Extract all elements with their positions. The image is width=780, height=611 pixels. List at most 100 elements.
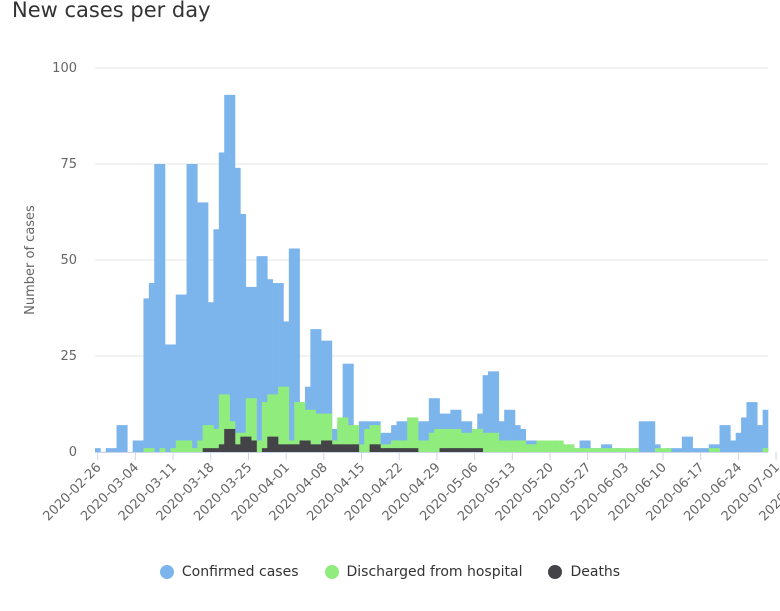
bar-deaths[interactable] <box>342 444 349 452</box>
bar-confirmed[interactable] <box>488 371 494 452</box>
bar-deaths[interactable] <box>283 444 290 452</box>
bar-deaths[interactable] <box>466 448 473 452</box>
bar-discharged[interactable] <box>660 448 667 452</box>
bar-discharged[interactable] <box>396 440 403 452</box>
bar-discharged[interactable] <box>197 440 203 452</box>
bar-deaths[interactable] <box>208 448 214 452</box>
bar-confirmed[interactable] <box>121 425 128 452</box>
bar-discharged[interactable] <box>272 394 279 452</box>
bar-deaths[interactable] <box>455 448 462 452</box>
bar-discharged[interactable] <box>574 448 580 452</box>
bar-deaths[interactable] <box>477 448 483 452</box>
bar-deaths[interactable] <box>229 428 236 452</box>
bar-discharged[interactable] <box>584 448 591 452</box>
legend-item-discharged[interactable]: Discharged from hospital <box>324 564 522 580</box>
bar-deaths[interactable] <box>240 436 247 452</box>
bar-discharged[interactable] <box>369 425 376 452</box>
bar-discharged[interactable] <box>595 448 602 452</box>
bar-confirmed[interactable] <box>757 425 763 452</box>
bar-deaths[interactable] <box>444 448 451 452</box>
bar-discharged[interactable] <box>611 448 618 452</box>
bar-confirmed[interactable] <box>676 448 683 452</box>
bar-discharged[interactable] <box>374 425 381 452</box>
bar-deaths[interactable] <box>294 444 300 452</box>
bar-discharged[interactable] <box>536 440 543 452</box>
bar-discharged[interactable] <box>401 440 408 452</box>
bar-confirmed[interactable] <box>751 402 758 452</box>
bar-discharged[interactable] <box>444 428 451 452</box>
bar-discharged[interactable] <box>337 417 343 452</box>
bar-confirmed[interactable] <box>267 279 273 452</box>
bar-deaths[interactable] <box>439 448 446 452</box>
bar-deaths[interactable] <box>202 448 209 452</box>
bar-deaths[interactable] <box>218 444 225 452</box>
bar-confirmed[interactable] <box>132 440 139 452</box>
bar-confirmed[interactable] <box>181 294 187 452</box>
bar-discharged[interactable] <box>267 394 273 452</box>
bar-discharged[interactable] <box>256 440 263 452</box>
bar-confirmed[interactable] <box>741 417 747 452</box>
bar-deaths[interactable] <box>385 448 392 452</box>
bar-deaths[interactable] <box>391 448 397 452</box>
bar-deaths[interactable] <box>261 448 268 452</box>
bar-discharged[interactable] <box>558 440 564 452</box>
bar-confirmed[interactable] <box>164 344 171 452</box>
bar-deaths[interactable] <box>450 448 457 452</box>
bar-confirmed[interactable] <box>724 425 731 452</box>
bar-discharged[interactable] <box>391 440 397 452</box>
bar-discharged[interactable] <box>622 448 629 452</box>
bar-discharged[interactable] <box>504 440 510 452</box>
legend-item-deaths[interactable]: Deaths <box>548 564 620 580</box>
bar-discharged[interactable] <box>278 386 284 452</box>
bar-discharged[interactable] <box>568 444 575 452</box>
bar-discharged[interactable] <box>412 417 419 452</box>
bar-discharged[interactable] <box>261 402 268 452</box>
bar-confirmed[interactable] <box>681 436 688 452</box>
bar-discharged[interactable] <box>628 448 634 452</box>
bar-confirmed[interactable] <box>170 344 177 452</box>
bar-discharged[interactable] <box>471 428 478 452</box>
bar-deaths[interactable] <box>348 444 354 452</box>
bar-discharged[interactable] <box>245 398 252 452</box>
bar-discharged[interactable] <box>294 402 300 452</box>
bar-confirmed[interactable] <box>649 421 656 452</box>
bar-deaths[interactable] <box>278 444 284 452</box>
bar-confirmed[interactable] <box>234 167 241 452</box>
bar-deaths[interactable] <box>369 444 376 452</box>
bar-confirmed[interactable] <box>294 248 300 452</box>
bar-deaths[interactable] <box>326 440 333 452</box>
bar-discharged[interactable] <box>218 394 225 452</box>
bar-discharged[interactable] <box>148 448 155 452</box>
bar-deaths[interactable] <box>401 448 408 452</box>
bar-confirmed[interactable] <box>331 428 338 452</box>
bar-deaths[interactable] <box>471 448 478 452</box>
bar-deaths[interactable] <box>337 444 343 452</box>
bar-deaths[interactable] <box>374 444 381 452</box>
bar-confirmed[interactable] <box>310 329 317 452</box>
bar-confirmed[interactable] <box>278 283 284 452</box>
bar-discharged[interactable] <box>434 428 440 452</box>
bar-confirmed[interactable] <box>245 286 252 452</box>
bar-deaths[interactable] <box>267 436 273 452</box>
bar-deaths[interactable] <box>272 436 279 452</box>
bar-confirmed[interactable] <box>191 164 198 452</box>
bar-discharged[interactable] <box>181 440 187 452</box>
bar-discharged[interactable] <box>364 428 370 452</box>
bar-confirmed[interactable] <box>385 432 392 452</box>
bar-confirmed[interactable] <box>348 363 354 452</box>
bar-confirmed[interactable] <box>342 363 349 452</box>
bar-discharged[interactable] <box>488 432 494 452</box>
bar-discharged[interactable] <box>563 444 570 452</box>
bar-discharged[interactable] <box>407 417 413 452</box>
bar-discharged[interactable] <box>520 440 527 452</box>
bar-confirmed[interactable] <box>498 421 505 452</box>
bar-deaths[interactable] <box>412 448 419 452</box>
bar-confirmed[interactable] <box>692 448 699 452</box>
bar-discharged[interactable] <box>714 448 720 452</box>
bar-confirmed[interactable] <box>746 402 753 452</box>
bar-discharged[interactable] <box>191 448 198 452</box>
bar-confirmed[interactable] <box>175 294 182 452</box>
bar-confirmed[interactable] <box>154 164 160 452</box>
bar-confirmed[interactable] <box>256 256 263 452</box>
bar-discharged[interactable] <box>498 440 505 452</box>
